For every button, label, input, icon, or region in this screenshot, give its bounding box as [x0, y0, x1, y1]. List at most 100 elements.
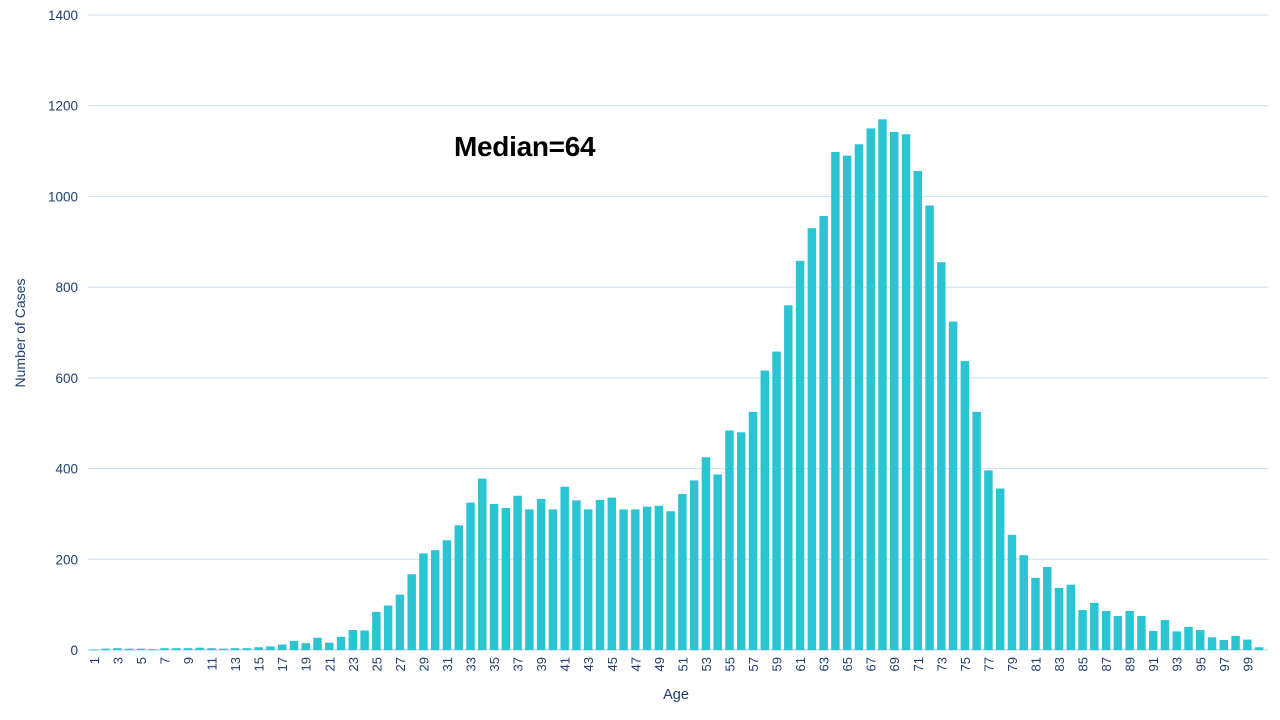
- x-tick-label: 53: [699, 657, 714, 671]
- bar: [995, 488, 1005, 650]
- bar: [266, 646, 275, 650]
- x-tick-label: 85: [1076, 657, 1091, 671]
- bar: [831, 151, 840, 651]
- bar: [101, 648, 110, 650]
- bar: [525, 509, 534, 650]
- x-tick-label: 33: [464, 657, 479, 671]
- bar: [737, 432, 746, 650]
- x-tick-label: 65: [840, 657, 855, 671]
- bar: [383, 605, 393, 650]
- bar: [513, 495, 522, 650]
- bar: [454, 525, 463, 650]
- y-tick-label: 600: [55, 371, 78, 386]
- x-tick-label: 25: [369, 657, 384, 671]
- x-tick-label: 47: [628, 657, 643, 671]
- bar: [689, 480, 699, 650]
- bar: [807, 228, 817, 650]
- x-tick-label: 93: [1170, 657, 1185, 671]
- bar: [372, 611, 381, 650]
- x-tick-label: 37: [511, 657, 526, 671]
- bar: [1043, 567, 1052, 650]
- y-tick-label: 800: [55, 280, 78, 295]
- bar: [1172, 631, 1181, 650]
- bar: [1066, 584, 1076, 650]
- bar: [242, 648, 252, 650]
- bar: [230, 648, 240, 650]
- x-tick-label: 13: [228, 657, 243, 671]
- bar: [678, 493, 687, 650]
- bar: [925, 205, 934, 650]
- x-tick-label: 77: [981, 657, 996, 671]
- median-annotation: Median=64: [454, 131, 596, 162]
- bar: [183, 648, 193, 650]
- bar: [666, 511, 675, 650]
- x-tick-label: 1: [87, 657, 102, 664]
- bar: [960, 361, 970, 650]
- y-tick-label: 1200: [48, 99, 78, 114]
- bar: [148, 649, 157, 650]
- bar: [395, 594, 405, 650]
- x-tick-label: 99: [1240, 657, 1255, 671]
- bar: [1254, 647, 1264, 650]
- x-tick-label: 43: [581, 657, 596, 671]
- bar: [195, 647, 205, 650]
- x-tick-label: 63: [817, 657, 832, 671]
- bar: [89, 649, 99, 651]
- x-tick-label: 19: [299, 657, 314, 671]
- x-tick-label: 75: [958, 657, 973, 671]
- x-tick-label: 23: [346, 657, 361, 671]
- bar: [878, 119, 887, 650]
- x-tick-label: 39: [534, 657, 549, 671]
- bar: [854, 144, 864, 650]
- bar: [1148, 630, 1158, 650]
- x-tick-label: 31: [440, 657, 455, 671]
- bar: [348, 630, 358, 650]
- x-tick-label: 79: [1005, 657, 1020, 671]
- y-tick-label: 400: [55, 462, 78, 477]
- x-tick-label: 9: [181, 657, 196, 664]
- x-tick-label: 67: [864, 657, 879, 671]
- bar: [842, 155, 852, 651]
- bar: [478, 478, 487, 650]
- bar: [172, 648, 181, 650]
- x-tick-label: 21: [322, 657, 337, 671]
- bar: [1007, 534, 1017, 650]
- bar: [572, 500, 581, 650]
- bar: [948, 321, 958, 650]
- x-tick-label: 51: [675, 657, 690, 671]
- bar: [1090, 602, 1099, 650]
- x-tick-label: 83: [1052, 657, 1067, 671]
- x-tick-label: 35: [487, 657, 502, 671]
- x-axis-title: Age: [663, 687, 689, 703]
- bar: [1031, 577, 1040, 650]
- x-tick-label: 5: [134, 657, 149, 664]
- y-tick-label: 200: [55, 552, 78, 567]
- bar: [619, 509, 628, 650]
- bar: [289, 640, 299, 650]
- bar: [113, 648, 122, 650]
- bar: [1101, 610, 1111, 650]
- bar: [219, 648, 228, 650]
- bar: [1125, 610, 1134, 650]
- x-tick-label: 27: [393, 657, 408, 671]
- x-tick-label: 45: [605, 657, 620, 671]
- x-tick-label: 55: [723, 657, 738, 671]
- bar: [442, 540, 452, 650]
- bar: [548, 509, 558, 650]
- bar: [1113, 615, 1123, 650]
- bar: [1231, 635, 1240, 650]
- bar: [1196, 630, 1205, 650]
- bar: [1243, 639, 1252, 650]
- bar: [972, 411, 981, 651]
- bar: [313, 637, 322, 650]
- bar: [536, 498, 546, 650]
- x-tick-label: 71: [911, 657, 926, 671]
- bar: [1219, 640, 1229, 650]
- x-tick-label: 59: [770, 657, 785, 671]
- bar: [866, 128, 875, 650]
- x-tick-label: 57: [746, 657, 761, 671]
- bar: [501, 508, 511, 650]
- bar: [890, 132, 899, 650]
